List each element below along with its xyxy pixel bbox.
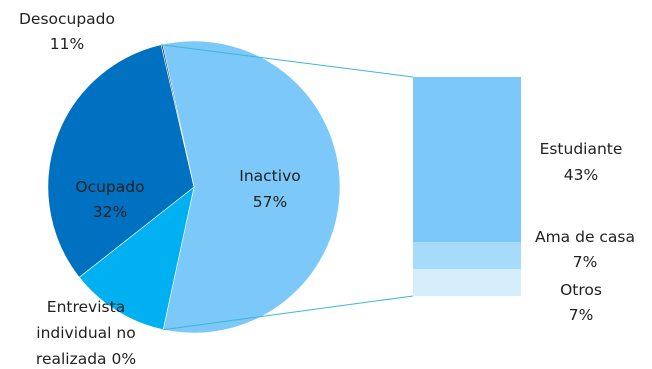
label-desocupado-pct: 11% bbox=[50, 35, 84, 53]
bar-segment-otros bbox=[413, 269, 521, 296]
label-ocupado-pct: 32% bbox=[93, 203, 127, 221]
pie-slice-inactivo bbox=[160, 40, 341, 334]
pie bbox=[47, 40, 341, 334]
bar-segment-estudiante bbox=[413, 77, 521, 243]
connector-line-top bbox=[161, 44, 414, 78]
label-estudiante-pct: 43% bbox=[564, 166, 598, 184]
label-entrevista-line3: realizada 0% bbox=[36, 350, 136, 368]
label-inactivo-pct: 57% bbox=[253, 193, 287, 211]
label-ama-de-casa-pct: 7% bbox=[573, 253, 598, 271]
label-inactivo: Inactivo bbox=[239, 167, 300, 185]
label-ama-de-casa: Ama de casa bbox=[535, 228, 635, 246]
pie-slice-desocupado bbox=[78, 186, 195, 331]
breakdown-bar bbox=[413, 77, 521, 296]
label-entrevista-line1: Entrevista bbox=[47, 298, 125, 316]
label-otros-pct: 7% bbox=[569, 306, 594, 324]
connector-line-bottom bbox=[163, 295, 414, 331]
bar-segment-ama-de-casa bbox=[413, 242, 521, 270]
label-otros: Otros bbox=[560, 281, 602, 299]
connector-lines bbox=[161, 44, 414, 331]
label-entrevista-line2: individual no bbox=[36, 324, 135, 342]
label-ocupado: Ocupado bbox=[75, 178, 144, 196]
label-estudiante: Estudiante bbox=[540, 140, 623, 158]
pie-slice-ocupado bbox=[47, 44, 195, 278]
label-desocupado: Desocupado bbox=[19, 10, 115, 28]
